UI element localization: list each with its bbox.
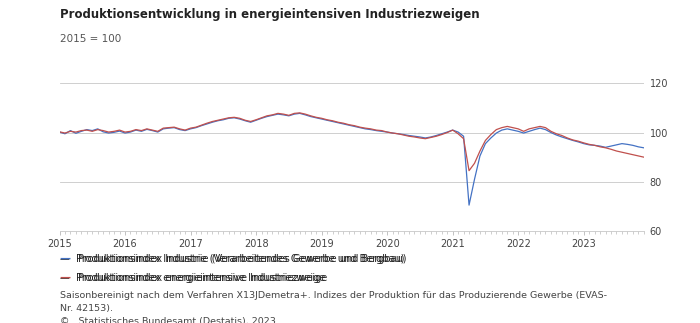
Text: 2015 = 100: 2015 = 100 xyxy=(60,34,120,44)
Text: Nr. 42153).: Nr. 42153). xyxy=(60,304,113,313)
Text: —: — xyxy=(60,254,71,264)
Text: —: — xyxy=(60,273,71,283)
Text: —  Produktionsindex energieintensive Industriezweige: — Produktionsindex energieintensive Indu… xyxy=(60,273,325,283)
Text: Produktionsentwicklung in energieintensiven Industriezweigen: Produktionsentwicklung in energieintensi… xyxy=(60,8,479,21)
Text: Produktionsindex energieintensive Industriezweige: Produktionsindex energieintensive Indust… xyxy=(78,273,328,283)
Text: ©   Statistisches Bundesamt (Destatis), 2023: © Statistisches Bundesamt (Destatis), 20… xyxy=(60,317,275,323)
Text: Produktionsindex Industrie (Verarbeitendes Gewerbe und Bergbau): Produktionsindex Industrie (Verarbeitend… xyxy=(78,254,407,264)
Text: Saisonbereinigt nach dem Verfahren X13JDemetra+. Indizes der Produktion für das : Saisonbereinigt nach dem Verfahren X13JD… xyxy=(60,291,606,300)
Text: —  Produktionsindex Industrie (Verarbeitendes Gewerbe und Bergbau): — Produktionsindex Industrie (Verarbeite… xyxy=(60,254,404,264)
